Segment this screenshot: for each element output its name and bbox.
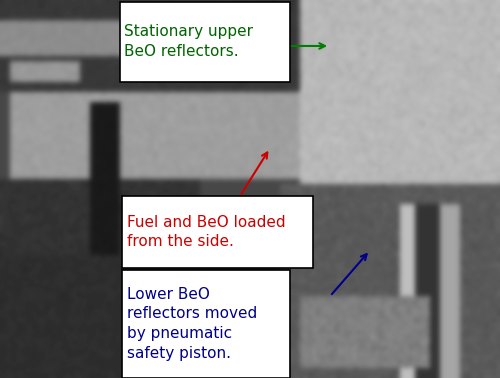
Text: Lower BeO
reflectors moved
by pneumatic
safety piston.: Lower BeO reflectors moved by pneumatic … xyxy=(127,287,257,361)
Bar xyxy=(120,2,290,82)
Bar xyxy=(122,270,290,378)
Text: Stationary upper
BeO reflectors.: Stationary upper BeO reflectors. xyxy=(124,25,253,59)
Text: Fuel and BeO loaded
from the side.: Fuel and BeO loaded from the side. xyxy=(127,214,286,249)
Bar xyxy=(122,196,313,268)
